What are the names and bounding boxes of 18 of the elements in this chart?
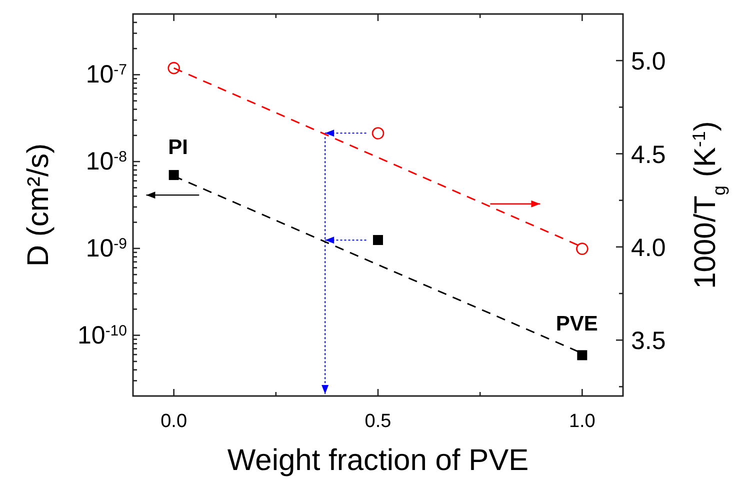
y-tick-label: 10$^{-7}$ [86, 60, 127, 89]
y2-tick-label: 4.5 [631, 140, 666, 169]
x-axis-title: Weight fraction of PVE [227, 444, 529, 477]
annotation: PVE [556, 312, 598, 336]
y-tick-label: 10$^{-9}$ [86, 234, 127, 262]
y-axis-title: D (cm²/s) [22, 143, 55, 267]
x-tick-label: 0.0 [160, 411, 188, 432]
y-tick-label: 10$^{-10}$ [78, 321, 127, 350]
point [168, 170, 179, 180]
y2-tick-label: 5.0 [631, 48, 666, 76]
x-tick-label: 0.5 [364, 411, 392, 432]
annotation: PI [168, 136, 188, 159]
y2-tick-label: 3.5 [631, 327, 666, 356]
point [373, 235, 383, 246]
y-tick-label: 10$^{-8}$ [86, 148, 127, 176]
x-tick-label: 1.0 [568, 411, 596, 432]
y2-tick-label: 4.0 [631, 234, 666, 262]
point [577, 350, 588, 360]
